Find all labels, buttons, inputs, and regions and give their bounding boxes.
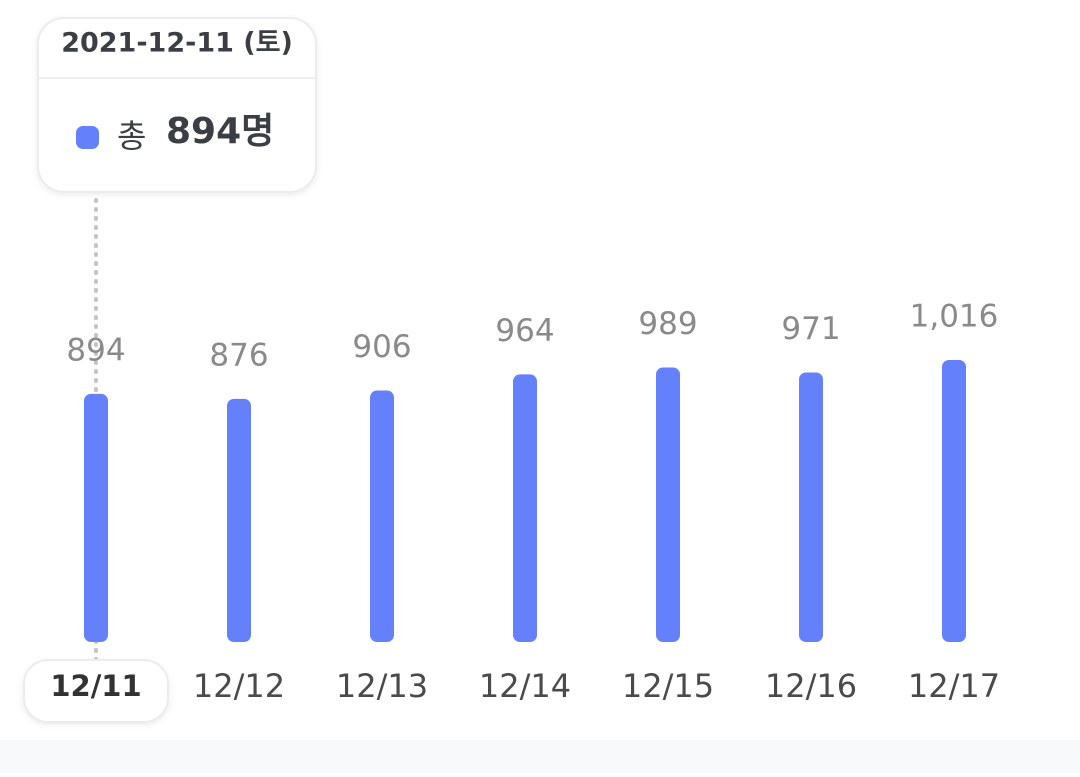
tooltip-label: 총	[117, 117, 146, 155]
value-label: 971	[781, 311, 840, 347]
value-label: 1,016	[910, 299, 999, 335]
tooltip-value: 894명	[166, 111, 274, 152]
bar	[513, 374, 537, 642]
bar	[227, 398, 251, 642]
bottom-strip	[0, 740, 1080, 773]
tooltip-date: 2021-12-11 (토)	[61, 28, 293, 59]
x-tick-label: 12/15	[622, 667, 714, 705]
tooltip-dot	[76, 126, 99, 149]
bar	[799, 372, 823, 642]
value-label: 876	[209, 337, 268, 373]
x-tick-label: 12/16	[765, 667, 857, 705]
bar	[942, 360, 966, 642]
value-label: 989	[638, 306, 697, 342]
value-label: 964	[495, 313, 554, 349]
value-label: 894	[66, 332, 125, 368]
bar	[370, 390, 394, 642]
tooltip-box	[37, 17, 317, 193]
bar	[656, 367, 680, 642]
bar	[84, 393, 108, 642]
x-tick-label: 12/11	[50, 669, 141, 703]
selected-box	[23, 659, 169, 723]
x-tick-label: 12/12	[193, 667, 285, 705]
x-tick-label: 12/13	[336, 667, 428, 705]
value-label: 906	[352, 329, 411, 365]
x-tick-label: 12/14	[479, 667, 571, 705]
x-tick-label: 12/17	[908, 667, 1000, 705]
tooltip	[37, 17, 317, 193]
